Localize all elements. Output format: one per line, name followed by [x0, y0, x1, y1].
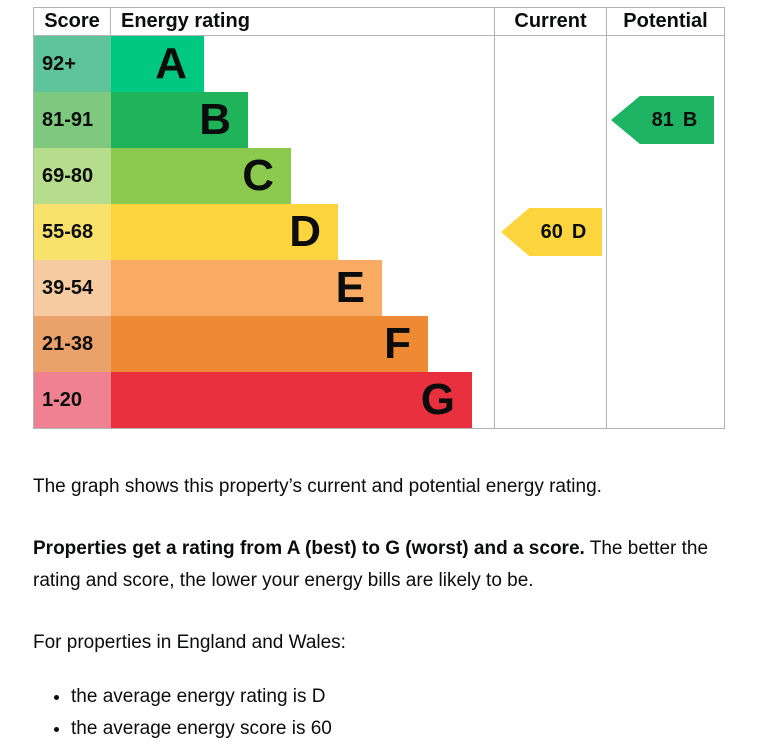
rating-cell-b: B	[111, 92, 495, 148]
band-bar-e: E	[111, 260, 382, 316]
column-header-current: Current	[495, 8, 607, 35]
potential-cell-g	[607, 372, 724, 428]
band-row-f: 21-38 F	[34, 316, 724, 372]
rating-cell-a: A	[111, 36, 495, 92]
score-range-c: 69-80	[34, 148, 111, 204]
rating-explainer-rest: The better the rating and score, the low…	[33, 538, 709, 591]
current-cell-b	[495, 92, 607, 148]
score-range-b: 81-91	[34, 92, 111, 148]
potential-cell-b: 81 B	[607, 92, 724, 148]
column-header-rating: Energy rating	[111, 8, 495, 35]
score-range-f: 21-38	[34, 316, 111, 372]
score-range-d: 55-68	[34, 204, 111, 260]
band-bar-c: C	[111, 148, 291, 204]
potential-rating-score: 81	[651, 108, 674, 131]
band-row-b: 81-91 B 81 B	[34, 92, 724, 148]
rating-cell-g: G	[111, 372, 495, 428]
band-rows: 92+ A 81-91 B 81 B 69-80 C 55-68 D 60 D 39-54 E 21-38 F…	[34, 36, 724, 428]
band-row-c: 69-80 C	[34, 148, 724, 204]
current-cell-g	[495, 372, 607, 428]
rating-cell-c: C	[111, 148, 495, 204]
score-range-e: 39-54	[34, 260, 111, 316]
column-header-score: Score	[34, 8, 111, 35]
band-bar-b: B	[111, 92, 248, 148]
potential-rating-arrow: 81 B	[611, 96, 714, 144]
rating-cell-e: E	[111, 260, 495, 316]
current-rating-letter: D	[571, 220, 587, 243]
band-bar-g: G	[111, 372, 472, 428]
column-header-potential: Potential	[623, 10, 708, 32]
current-rating-arrow: 60 D	[501, 208, 602, 256]
region-intro-paragraph: For properties in England and Wales:	[33, 632, 346, 653]
potential-rating-letter: B	[682, 108, 698, 131]
potential-cell-c	[607, 148, 724, 204]
band-bar-a: A	[111, 36, 204, 92]
chart-header: Score Energy rating Current Potential	[34, 8, 724, 36]
band-row-a: 92+ A	[34, 36, 724, 92]
averages-list: the average energy rating is D the avera…	[33, 681, 728, 745]
potential-cell-e	[607, 260, 724, 316]
band-row-d: 55-68 D 60 D	[34, 204, 724, 260]
current-cell-a	[495, 36, 607, 92]
current-cell-e	[495, 260, 607, 316]
average-rating-item: the average energy rating is D	[71, 681, 728, 713]
band-row-g: 1-20 G	[34, 372, 724, 428]
potential-cell-a	[607, 36, 724, 92]
graph-intro-paragraph: The graph shows this property’s current …	[33, 476, 602, 497]
rating-cell-d: D	[111, 204, 495, 260]
band-bar-f: F	[111, 316, 428, 372]
potential-cell-d	[607, 204, 724, 260]
rating-explainer-paragraph: Properties get a rating from A (best) to…	[33, 533, 728, 597]
current-rating-score: 60	[540, 220, 563, 243]
band-bar-d: D	[111, 204, 338, 260]
current-cell-d: 60 D	[495, 204, 607, 260]
current-cell-c	[495, 148, 607, 204]
score-range-g: 1-20	[34, 372, 111, 428]
potential-cell-f	[607, 316, 724, 372]
energy-rating-chart: Score Energy rating Current Potential 92…	[33, 7, 725, 429]
rating-explainer-lead: Properties get a rating from A (best) to…	[33, 538, 585, 559]
score-range-a: 92+	[34, 36, 111, 92]
description-text: The graph shows this property’s current …	[33, 429, 728, 745]
band-row-e: 39-54 E	[34, 260, 724, 316]
average-score-item: the average energy score is 60	[71, 713, 728, 745]
current-cell-f	[495, 316, 607, 372]
rating-cell-f: F	[111, 316, 495, 372]
